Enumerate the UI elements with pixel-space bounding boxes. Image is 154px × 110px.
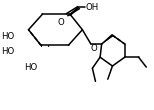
Text: HO: HO <box>2 32 15 41</box>
Text: HO: HO <box>24 63 37 72</box>
Text: O: O <box>90 44 97 53</box>
Polygon shape <box>102 35 113 44</box>
Text: HO: HO <box>2 47 15 56</box>
Text: OH: OH <box>85 3 99 12</box>
Text: O: O <box>57 18 64 27</box>
